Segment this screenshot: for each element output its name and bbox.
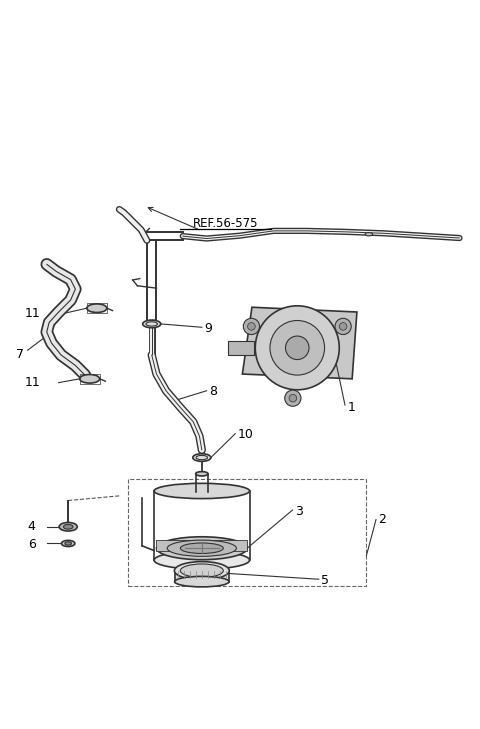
Ellipse shape <box>61 540 75 547</box>
Ellipse shape <box>174 561 229 580</box>
Ellipse shape <box>193 453 211 461</box>
Ellipse shape <box>365 233 372 236</box>
Text: 2: 2 <box>378 513 386 526</box>
Ellipse shape <box>143 320 161 328</box>
Ellipse shape <box>87 304 107 313</box>
Circle shape <box>289 394 297 402</box>
Bar <box>156 539 247 551</box>
Bar <box>175 570 229 582</box>
Text: 7: 7 <box>16 348 24 362</box>
Circle shape <box>335 319 351 335</box>
Ellipse shape <box>154 483 250 499</box>
Bar <box>128 479 366 586</box>
Text: 9: 9 <box>204 322 212 335</box>
Ellipse shape <box>156 537 247 560</box>
Text: 5: 5 <box>321 574 329 587</box>
Ellipse shape <box>59 523 77 531</box>
Ellipse shape <box>196 472 208 476</box>
Ellipse shape <box>175 577 229 587</box>
Circle shape <box>270 321 324 375</box>
Text: 1: 1 <box>348 401 355 414</box>
Text: 8: 8 <box>209 385 217 398</box>
Text: REF.56-575: REF.56-575 <box>193 217 258 230</box>
Circle shape <box>285 390 301 406</box>
Ellipse shape <box>63 524 73 529</box>
Circle shape <box>255 305 339 390</box>
Bar <box>80 374 100 383</box>
Ellipse shape <box>180 543 223 553</box>
Ellipse shape <box>167 540 237 556</box>
Bar <box>87 303 107 313</box>
Text: 4: 4 <box>28 521 36 533</box>
Ellipse shape <box>65 542 72 545</box>
Ellipse shape <box>180 564 223 577</box>
Circle shape <box>243 319 260 335</box>
Ellipse shape <box>154 551 250 569</box>
Text: 3: 3 <box>295 504 303 518</box>
Text: 10: 10 <box>238 428 253 441</box>
Text: 11: 11 <box>25 376 40 389</box>
Ellipse shape <box>80 375 100 383</box>
Circle shape <box>339 323 347 330</box>
Bar <box>228 341 254 356</box>
Polygon shape <box>242 307 357 379</box>
Circle shape <box>248 323 255 330</box>
Text: 11: 11 <box>25 308 40 321</box>
Text: 6: 6 <box>28 538 36 551</box>
Circle shape <box>286 336 309 359</box>
